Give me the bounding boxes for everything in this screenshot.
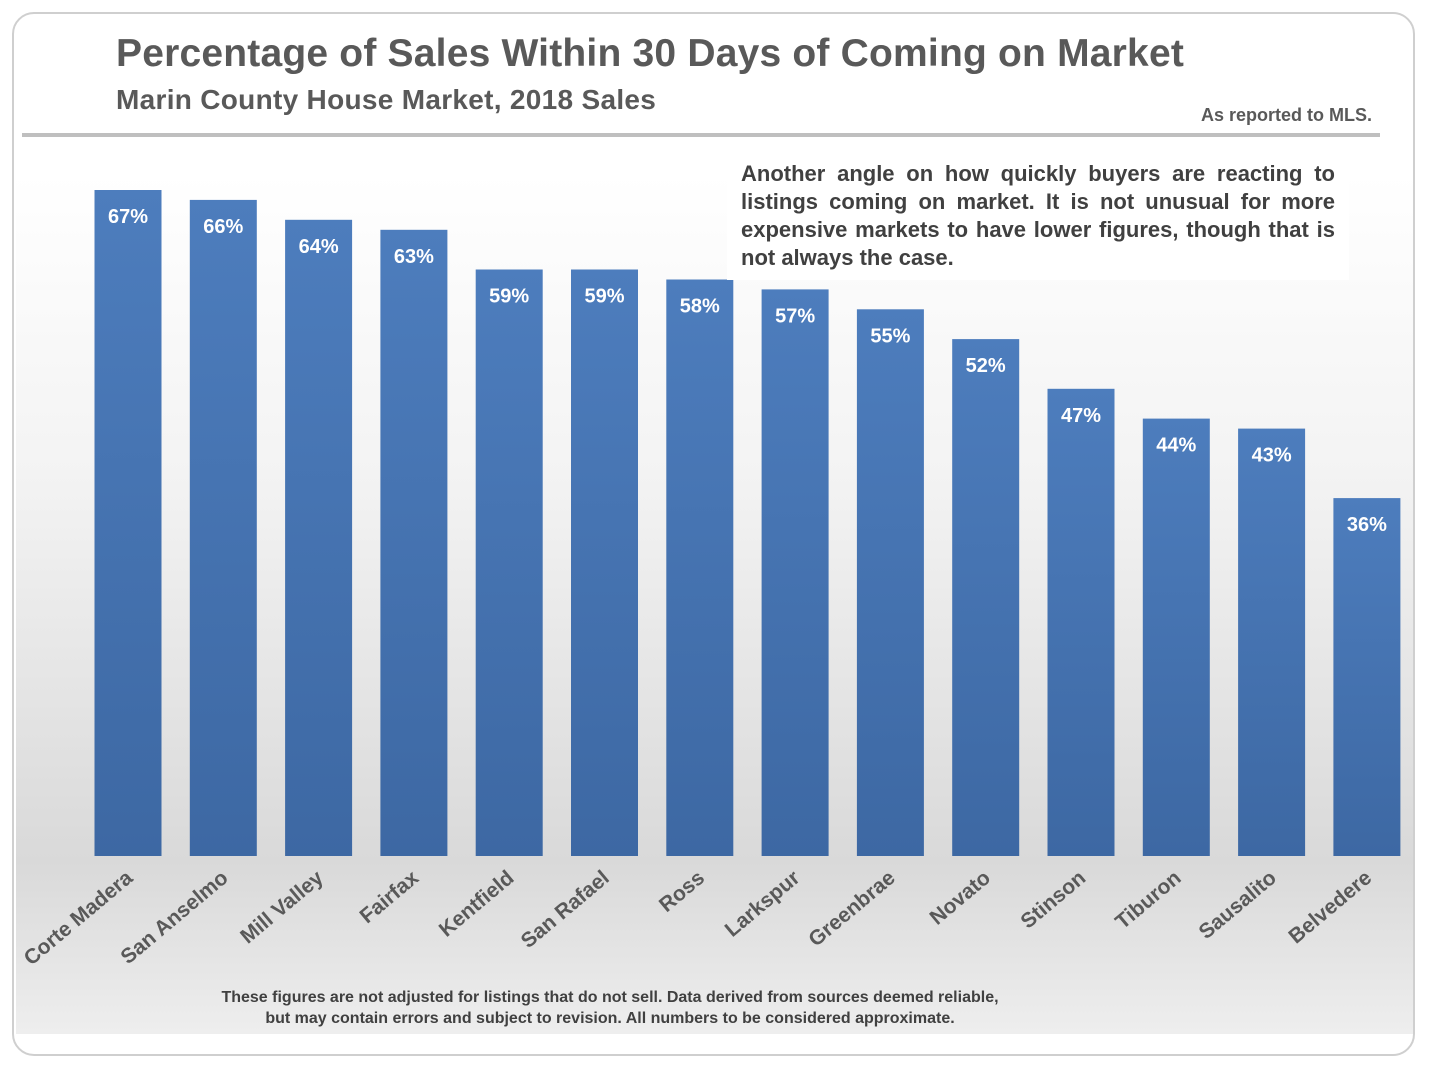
category-label: Mill Valley (236, 866, 328, 948)
category-label: Stinson (1016, 866, 1090, 933)
data-label: 63% (394, 246, 434, 268)
data-label: 55% (870, 325, 910, 347)
category-label: Belvedere (1284, 866, 1376, 948)
data-label: 66% (203, 216, 243, 238)
data-label: 67% (108, 206, 148, 228)
source-note: As reported to MLS. (1200, 105, 1372, 125)
bars-group: 67% 66% 64% 63% 59% 59% 58% 57% 55% 52% 47% 44% 43% 3… (94, 190, 1401, 857)
bar-sausalito (1238, 428, 1306, 856)
category-label: Greenbrae (804, 866, 899, 951)
data-label: 59% (584, 286, 624, 308)
bar-fairfax (380, 229, 448, 857)
data-label: 44% (1156, 435, 1196, 457)
category-label: Fairfax (356, 866, 424, 928)
data-label: 59% (489, 286, 529, 308)
category-label: Tiburon (1111, 866, 1185, 934)
bar-tiburon (1142, 418, 1210, 856)
bar-san-anselmo (189, 199, 257, 856)
footnote: These figures are not adjusted for listi… (0, 987, 1220, 1029)
data-label: 36% (1347, 514, 1387, 536)
bar-san-rafael (571, 269, 638, 856)
annotation-note: Another angle on how quickly buyers are … (727, 158, 1349, 280)
chart-title: Percentage of Sales Within 30 Days of Co… (116, 32, 1185, 75)
category-label: Novato (926, 866, 995, 929)
bar-stinson (1047, 388, 1115, 856)
bar-belvedere (1333, 498, 1401, 856)
category-label: Larkspur (721, 866, 805, 941)
footnote-line-1: These figures are not adjusted for listi… (221, 989, 999, 1006)
bar-larkspur (761, 289, 829, 856)
bar-corte-madera (94, 190, 162, 856)
category-label: Sausalito (1195, 866, 1281, 944)
data-label: 52% (966, 355, 1006, 377)
chart-subtitle: Marin County House Market, 2018 Sales (116, 84, 657, 115)
bar-ross (666, 279, 734, 856)
bar-greenbrae (856, 309, 924, 856)
category-label: Ross (655, 866, 709, 917)
bar-mill-valley (285, 219, 353, 857)
bar-kentfield (475, 269, 543, 856)
category-label: Kentfield (435, 866, 519, 941)
category-label: San Rafael (517, 866, 614, 953)
data-label: 64% (299, 236, 339, 258)
header-divider (22, 133, 1380, 137)
bar-novato (952, 339, 1020, 857)
data-label: 47% (1061, 405, 1101, 427)
data-label: 58% (680, 296, 720, 318)
data-label: 43% (1252, 445, 1292, 467)
data-label: 57% (775, 305, 815, 327)
footnote-line-2: but may contain errors and subject to re… (265, 1010, 955, 1027)
